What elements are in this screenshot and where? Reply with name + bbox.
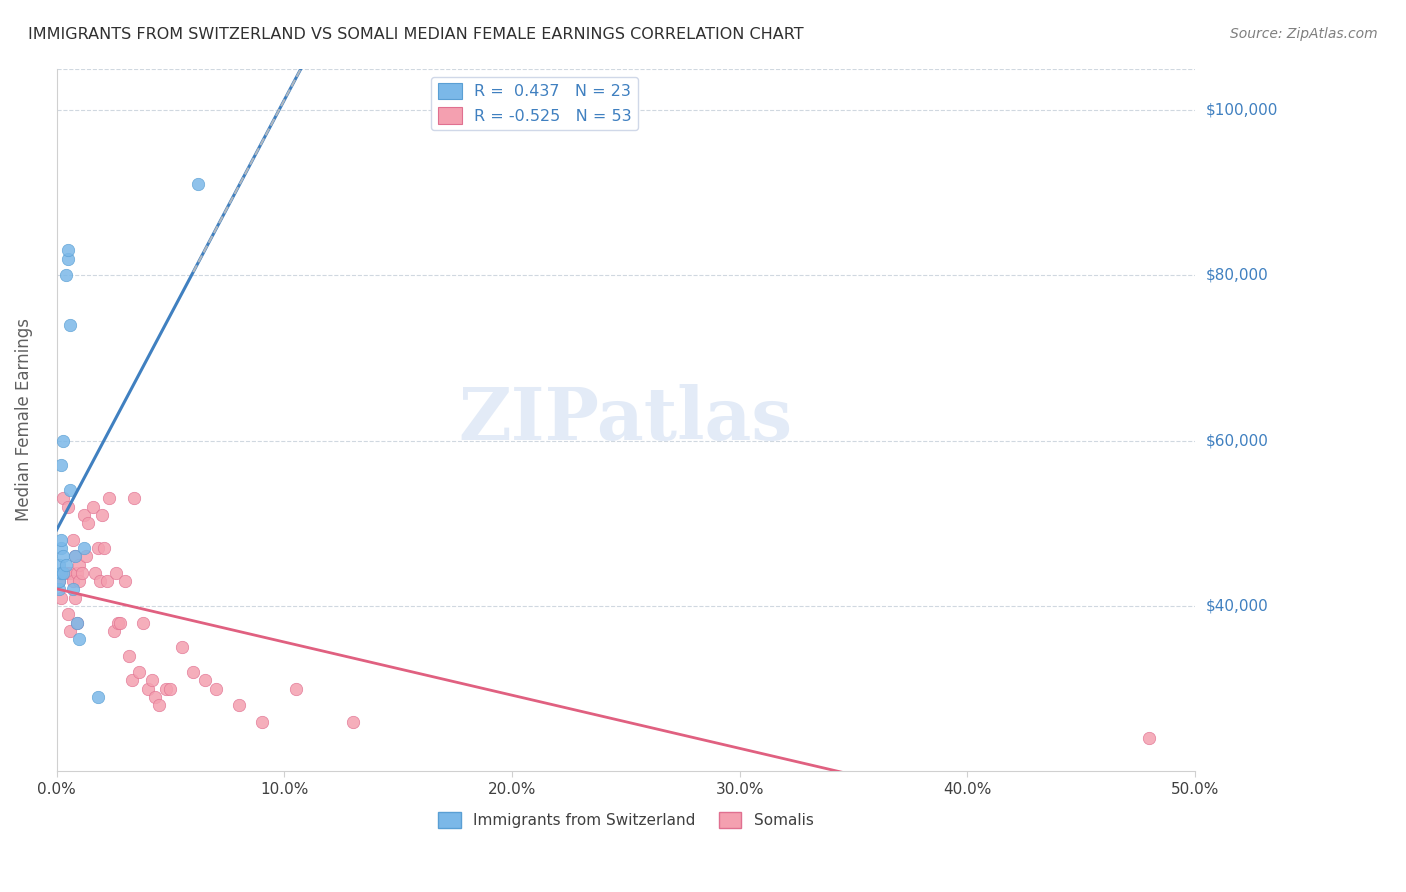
Point bbox=[93, 541, 115, 555]
Point bbox=[56, 244, 79, 258]
Point bbox=[128, 665, 150, 680]
Point bbox=[62, 582, 84, 597]
Point bbox=[89, 574, 111, 589]
Point bbox=[155, 681, 177, 696]
Point bbox=[84, 566, 107, 580]
Point bbox=[110, 615, 132, 630]
Point bbox=[63, 549, 86, 564]
Point bbox=[82, 500, 104, 514]
Point bbox=[48, 558, 70, 572]
Point bbox=[122, 491, 145, 506]
Point bbox=[159, 681, 181, 696]
Point bbox=[62, 574, 84, 589]
Point bbox=[55, 566, 77, 580]
Point bbox=[52, 491, 75, 506]
Point bbox=[86, 541, 108, 555]
Point bbox=[170, 640, 193, 655]
Text: ZIPatlas: ZIPatlas bbox=[458, 384, 793, 456]
Point bbox=[66, 615, 89, 630]
Point bbox=[118, 648, 141, 663]
Point bbox=[59, 318, 82, 332]
Point bbox=[63, 549, 86, 564]
Point bbox=[228, 698, 250, 713]
Point bbox=[181, 665, 204, 680]
Point bbox=[56, 252, 79, 266]
Point bbox=[48, 582, 70, 597]
Point bbox=[59, 566, 82, 580]
Point bbox=[121, 673, 143, 688]
Point bbox=[66, 615, 89, 630]
Point bbox=[98, 491, 121, 506]
Point bbox=[67, 632, 90, 646]
Point bbox=[132, 615, 155, 630]
Point bbox=[77, 516, 100, 531]
Point bbox=[59, 624, 82, 638]
Point bbox=[67, 558, 90, 572]
Point bbox=[55, 558, 77, 572]
Point bbox=[51, 458, 73, 473]
Point bbox=[51, 533, 73, 547]
Point bbox=[73, 508, 96, 522]
Point bbox=[48, 574, 70, 589]
Point bbox=[75, 549, 97, 564]
Point bbox=[284, 681, 307, 696]
Point bbox=[67, 574, 90, 589]
Y-axis label: Median Female Earnings: Median Female Earnings bbox=[15, 318, 32, 522]
Point bbox=[114, 574, 136, 589]
Point bbox=[56, 607, 79, 622]
Point bbox=[62, 533, 84, 547]
Point bbox=[104, 566, 127, 580]
Point bbox=[205, 681, 228, 696]
Point bbox=[86, 690, 108, 704]
Point bbox=[91, 508, 114, 522]
Point bbox=[148, 698, 170, 713]
Point bbox=[51, 541, 73, 555]
Text: $60,000: $60,000 bbox=[1206, 434, 1270, 448]
Point bbox=[70, 566, 93, 580]
Legend: Immigrants from Switzerland, Somalis: Immigrants from Switzerland, Somalis bbox=[432, 805, 820, 834]
Point bbox=[194, 673, 217, 688]
Text: $80,000: $80,000 bbox=[1206, 268, 1268, 283]
Point bbox=[48, 574, 70, 589]
Point bbox=[52, 566, 75, 580]
Point bbox=[143, 690, 166, 704]
Point bbox=[141, 673, 163, 688]
Point bbox=[51, 591, 73, 605]
Text: Source: ZipAtlas.com: Source: ZipAtlas.com bbox=[1230, 27, 1378, 41]
Point bbox=[55, 268, 77, 283]
Point bbox=[59, 483, 82, 498]
Point bbox=[66, 566, 89, 580]
Point bbox=[51, 566, 73, 580]
Point bbox=[103, 624, 125, 638]
Text: $40,000: $40,000 bbox=[1206, 599, 1268, 614]
Point bbox=[1139, 731, 1161, 746]
Point bbox=[73, 541, 96, 555]
Point bbox=[342, 714, 364, 729]
Point bbox=[107, 615, 129, 630]
Text: $100,000: $100,000 bbox=[1206, 103, 1278, 118]
Text: IMMIGRANTS FROM SWITZERLAND VS SOMALI MEDIAN FEMALE EARNINGS CORRELATION CHART: IMMIGRANTS FROM SWITZERLAND VS SOMALI ME… bbox=[28, 27, 804, 42]
Point bbox=[136, 681, 159, 696]
Point bbox=[56, 500, 79, 514]
Point bbox=[187, 178, 209, 192]
Point bbox=[63, 591, 86, 605]
Point bbox=[96, 574, 118, 589]
Point bbox=[52, 434, 75, 448]
Point bbox=[250, 714, 273, 729]
Point bbox=[52, 549, 75, 564]
